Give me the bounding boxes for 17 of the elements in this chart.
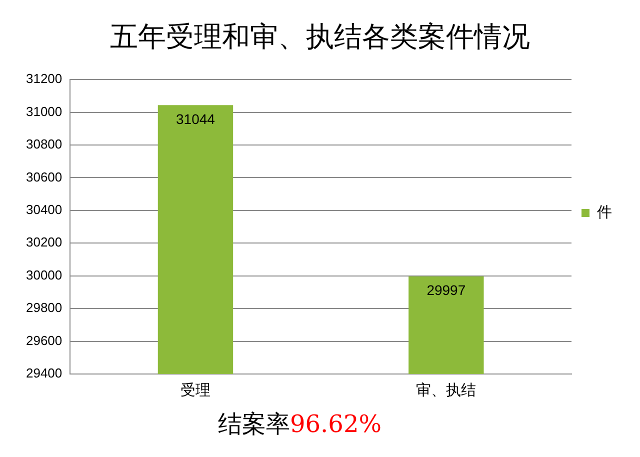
data-label: 29997 — [426, 282, 466, 298]
y-tick-label: 31200 — [26, 71, 62, 86]
y-tick-label: 30800 — [26, 136, 62, 152]
y-tick-label: 29600 — [26, 332, 62, 348]
y-tick-label: 29800 — [26, 300, 62, 316]
data-label: 31044 — [176, 110, 216, 127]
legend-label: 件 — [597, 204, 612, 222]
y-tick-label: 30600 — [26, 169, 62, 184]
y-tick-label: 31000 — [26, 104, 62, 119]
x-tick-label: 审、执结 — [416, 382, 476, 400]
y-tick-label: 30000 — [26, 267, 62, 282]
y-tick-label: 30400 — [26, 202, 62, 218]
chart-title: 五年受理和审、执结各类案件情况 — [110, 20, 530, 54]
text: 结案率96.62% — [218, 410, 382, 438]
y-tick-label: 29400 — [26, 366, 62, 381]
x-tick-label: 受理 — [180, 382, 210, 400]
y-tick-label: 30200 — [26, 234, 62, 250]
